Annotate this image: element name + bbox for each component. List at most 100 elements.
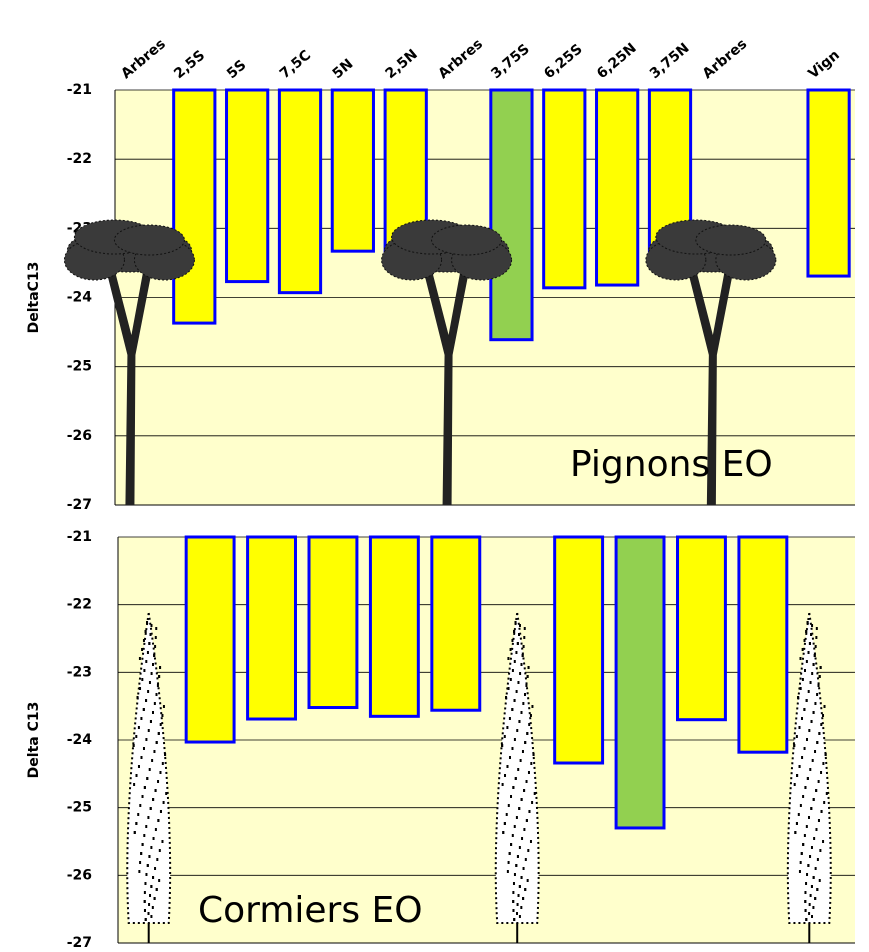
tree-speckle bbox=[822, 840, 824, 843]
tree-speckle bbox=[816, 693, 818, 696]
tree-speckle bbox=[510, 678, 512, 681]
tree-speckle bbox=[151, 759, 153, 762]
tree-speckle bbox=[148, 855, 150, 858]
tree-speckle bbox=[520, 711, 522, 714]
tree-speckle bbox=[160, 810, 162, 813]
tree-speckle bbox=[155, 789, 157, 792]
bar bbox=[544, 90, 585, 288]
tree-speckle bbox=[144, 909, 146, 912]
tree-speckle bbox=[159, 771, 161, 774]
tree-speckle bbox=[158, 732, 160, 735]
tree-speckle bbox=[512, 900, 514, 903]
y-axis-title: DeltaC13 bbox=[26, 262, 42, 334]
bar bbox=[555, 537, 603, 763]
tree-speckle bbox=[534, 792, 536, 795]
tree-speckle bbox=[523, 789, 525, 792]
tree-speckle bbox=[808, 690, 810, 693]
tree-speckle bbox=[511, 639, 513, 642]
tree-speckle bbox=[140, 852, 142, 855]
y-tick-label: -27 bbox=[67, 935, 92, 951]
tree-speckle bbox=[815, 789, 817, 792]
y-tick-label: -22 bbox=[67, 151, 92, 167]
tree-speckle bbox=[133, 783, 135, 786]
x-tick-label: 2,5N bbox=[383, 46, 421, 82]
tree-speckle bbox=[817, 858, 819, 861]
tree-speckle bbox=[150, 885, 152, 888]
tree-speckle bbox=[147, 864, 149, 867]
tree-speckle bbox=[520, 759, 522, 762]
tree-speckle bbox=[808, 912, 810, 915]
x-tick-label: 3,75N bbox=[647, 40, 693, 82]
tree-speckle bbox=[514, 738, 516, 741]
tree-speckle bbox=[143, 747, 145, 750]
tree-speckle bbox=[803, 708, 805, 711]
y-tick-label: -26 bbox=[67, 867, 92, 883]
tree-crown bbox=[432, 225, 502, 255]
tree-speckle bbox=[523, 867, 525, 870]
tree-speckle bbox=[821, 810, 823, 813]
tree-speckle bbox=[142, 843, 144, 846]
tree-speckle bbox=[165, 792, 167, 795]
tree-speckle bbox=[137, 696, 139, 699]
tree-speckle bbox=[518, 720, 520, 723]
tree-speckle bbox=[504, 735, 506, 738]
tree-speckle bbox=[796, 822, 798, 825]
tree-speckle bbox=[150, 807, 152, 810]
tree-speckle bbox=[149, 768, 151, 771]
tree-speckle bbox=[163, 705, 165, 708]
tree-speckle bbox=[520, 663, 522, 666]
tree-speckle bbox=[813, 663, 815, 666]
tree-speckle bbox=[150, 720, 152, 723]
bar bbox=[279, 90, 320, 293]
tree-speckle bbox=[512, 834, 514, 837]
tree-speckle bbox=[523, 636, 525, 639]
tree-speckle bbox=[157, 819, 159, 822]
tree-crown bbox=[696, 225, 766, 255]
tree-speckle bbox=[153, 750, 155, 753]
tree-speckle bbox=[826, 792, 828, 795]
tree-speckle bbox=[530, 714, 532, 717]
tree-speckle bbox=[508, 804, 510, 807]
tree-speckle bbox=[519, 846, 521, 849]
tree-speckle bbox=[811, 915, 813, 918]
tree-speckle bbox=[825, 753, 827, 756]
tree-speckle bbox=[152, 711, 154, 714]
tree-speckle bbox=[148, 903, 150, 906]
tree-speckle bbox=[806, 873, 808, 876]
tree-speckle bbox=[516, 816, 518, 819]
tree-speckle bbox=[148, 729, 150, 732]
tree-speckle bbox=[524, 627, 526, 630]
x-tick-label: Arbres bbox=[118, 36, 169, 82]
tree-speckle bbox=[516, 912, 518, 915]
tree-speckle bbox=[162, 762, 164, 765]
tree-speckle bbox=[807, 864, 809, 867]
tree-speckle bbox=[145, 825, 147, 828]
x-tick-label: 7,5C bbox=[277, 47, 314, 82]
tree-speckle bbox=[805, 909, 807, 912]
tree-speckle bbox=[156, 693, 158, 696]
tree-speckle bbox=[136, 774, 138, 777]
tree-speckle bbox=[796, 774, 798, 777]
tree-speckle bbox=[816, 741, 818, 744]
tree-speckle bbox=[805, 882, 807, 885]
tree-speckle bbox=[804, 639, 806, 642]
tree-speckle bbox=[802, 843, 804, 846]
tree-speckle bbox=[805, 630, 807, 633]
tree-speckle bbox=[796, 735, 798, 738]
tree-speckle bbox=[819, 849, 821, 852]
tree-speckle bbox=[815, 636, 817, 639]
y-tick-label: -25 bbox=[67, 800, 92, 816]
tree-speckle bbox=[818, 732, 820, 735]
annotation: Cormiers EO bbox=[198, 890, 423, 931]
tree-speckle bbox=[522, 897, 524, 900]
tree-speckle bbox=[134, 831, 136, 834]
tree-speckle bbox=[512, 786, 514, 789]
tree-speckle bbox=[814, 702, 816, 705]
tree-speckle bbox=[811, 720, 813, 723]
tree-speckle bbox=[809, 642, 811, 645]
tree-speckle bbox=[526, 780, 528, 783]
tree-speckle bbox=[143, 834, 145, 837]
tree-speckle bbox=[153, 837, 155, 840]
tree-speckle bbox=[152, 906, 154, 909]
tree-speckle bbox=[154, 867, 156, 870]
